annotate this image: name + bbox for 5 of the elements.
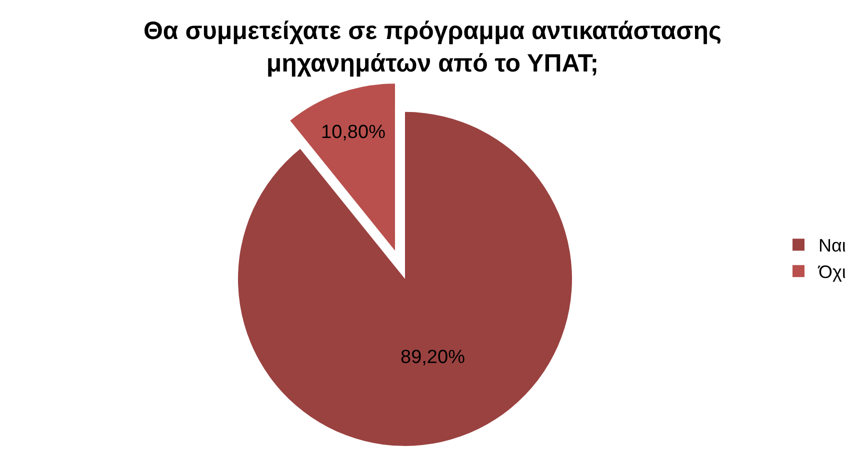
legend-label: Ναι	[818, 236, 846, 256]
data-label: 89,20%	[400, 347, 466, 368]
chart-title: Θα συμμετείχατε σε πρόγραμμα αντικατάστασης μηχανημάτων από το ΥΠΑΤ;	[143, 17, 722, 78]
data-label: 10,80%	[321, 122, 386, 143]
legend-label: Όχι	[818, 262, 846, 282]
